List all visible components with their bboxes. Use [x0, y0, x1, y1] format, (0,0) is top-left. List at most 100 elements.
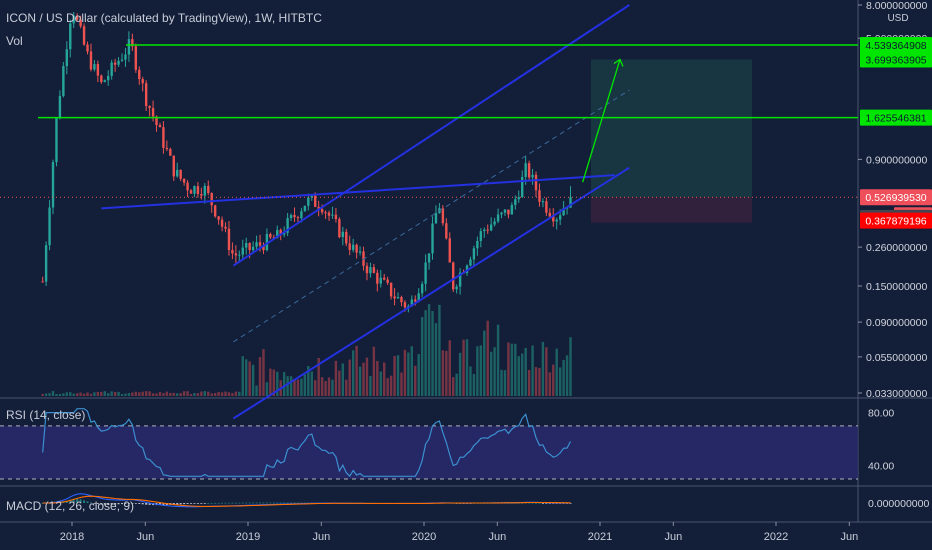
volume-bar [44, 393, 48, 396]
candle-body [458, 272, 462, 287]
time-tick-label: 2018 [60, 531, 84, 543]
candle-body [217, 216, 220, 220]
volume-bar [317, 357, 320, 396]
price-tag-bg [860, 109, 932, 126]
candle-body [72, 15, 75, 24]
volume-bar [293, 378, 296, 396]
macd-histogram-bar [200, 503, 203, 504]
macd-histogram-bar [293, 502, 296, 504]
time-tick-label: 2020 [412, 531, 436, 543]
volume-bar [144, 391, 148, 396]
macd-histogram-bar [72, 498, 75, 503]
channel-mid-line [233, 89, 630, 343]
candle-body [269, 233, 272, 238]
projection-arrow [582, 59, 621, 183]
volume-label: Vol [6, 34, 23, 48]
volume-bar [465, 339, 469, 396]
volume-bar [327, 377, 331, 396]
macd-tick-label: 0.000000000 [868, 498, 929, 510]
volume-bar [379, 371, 382, 396]
macd-histogram-bar [69, 499, 72, 503]
arrow-head [613, 58, 624, 67]
rsi-pane[interactable]: 80.00 40.00 [0, 408, 894, 480]
macd-histogram-bar [265, 502, 268, 504]
macd-histogram-bar [227, 502, 230, 504]
candle-body [41, 281, 44, 283]
candle-body [441, 208, 445, 224]
macd-pane[interactable]: 0.000000000 [41, 493, 930, 510]
price-tick-label: 8.000000000 [866, 0, 927, 12]
macd-histogram-bar [158, 503, 161, 506]
volume-bar [445, 350, 448, 396]
candle-body [165, 147, 169, 150]
candle-body [248, 243, 251, 251]
candle-body [427, 253, 431, 263]
candle-body [182, 178, 186, 183]
volume-bar [176, 393, 179, 396]
volume-bar [320, 377, 324, 396]
candle-body [286, 218, 289, 233]
candle-body [82, 26, 86, 45]
volume-bar [300, 378, 303, 396]
macd-histogram-bar [183, 503, 186, 505]
volume-bar [296, 379, 300, 396]
volume-bar [486, 320, 489, 396]
volume-bar [248, 361, 251, 396]
macd-histogram-bar [217, 502, 220, 504]
macd-histogram-bar [545, 503, 548, 504]
macd-histogram-bar [110, 503, 113, 505]
macd-histogram-bar [107, 503, 110, 505]
macd-histogram-bar [41, 503, 44, 504]
volume-bar [134, 391, 138, 396]
long-position-box[interactable] [591, 59, 752, 223]
price-tick-label: 0.900000000 [866, 154, 927, 166]
macd-histogram-bar [569, 503, 572, 504]
macd-histogram-bar [552, 503, 555, 504]
rsi-title: RSI (14, close) [6, 408, 85, 422]
macd-histogram-bar [241, 502, 244, 504]
time-tick-label: Jun [312, 531, 330, 543]
volume-bar [521, 353, 524, 396]
volume-bar [179, 393, 182, 396]
volume-bar [434, 323, 438, 396]
candle-body [431, 223, 434, 254]
volume-bar [541, 341, 545, 396]
price-tick-label: 0.090000000 [866, 317, 927, 329]
candle-body [241, 247, 244, 255]
trend-drawings[interactable] [0, 4, 858, 420]
macd-histogram-bar [300, 502, 303, 504]
volume-bar [355, 345, 358, 396]
candle-body [358, 251, 362, 253]
volume-bar [258, 357, 262, 396]
volume-bar [420, 317, 424, 396]
volume-bar [458, 352, 462, 396]
volume-bar [65, 392, 69, 396]
macd-histogram-bar [272, 502, 275, 504]
volume-bar [251, 364, 255, 396]
volume-bar [383, 362, 386, 396]
macd-histogram-bar [296, 502, 299, 504]
volume-bar [217, 391, 220, 396]
candle-body [393, 296, 396, 299]
volume-bar [565, 355, 569, 396]
candle-body [110, 62, 113, 76]
candle-body [96, 64, 100, 76]
candle-body [172, 155, 175, 177]
candle-body [324, 212, 327, 214]
candle-body [472, 248, 476, 260]
time-axis[interactable]: 2018 Jun 2019 Jun 2020 Jun 2021 Jun 2022 Jun [60, 522, 858, 543]
candlestick-series[interactable] [41, 12, 572, 313]
time-tick-label: 2021 [588, 531, 612, 543]
candle-body [138, 69, 141, 80]
volume-bar [213, 392, 217, 396]
candle-body [210, 193, 213, 206]
candle-body [396, 297, 400, 299]
candle-body [158, 125, 162, 128]
candle-body [62, 66, 65, 96]
chart-title: ICON / US Dollar (calculated by TradingV… [6, 11, 322, 25]
candle-body [127, 39, 131, 55]
candle-body [345, 231, 348, 244]
candle-body [534, 174, 538, 191]
candle-body [417, 293, 420, 302]
